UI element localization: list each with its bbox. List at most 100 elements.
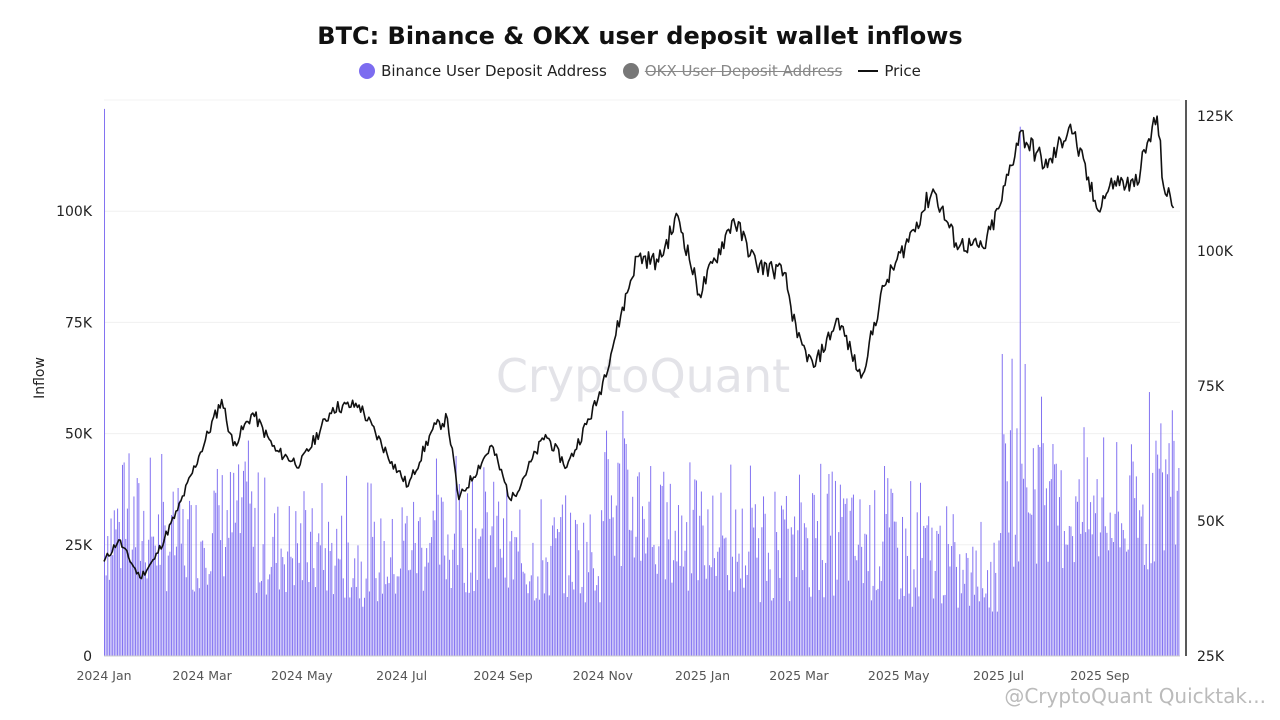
inflow-bar [470,572,472,656]
inflow-bar [396,576,398,656]
inflow-bar [1099,532,1101,656]
inflow-bar [872,585,874,656]
inflow-bar [264,477,266,656]
inflow-bar [882,541,884,656]
inflow-bar [175,546,177,656]
inflow-bar [959,554,961,656]
inflow-bar [905,528,907,656]
legend-item-okx[interactable]: OKX User Deposit Address [622,62,842,80]
inflow-bar [488,578,490,656]
okx-swatch-icon [622,63,639,79]
inflow-bar [154,545,156,656]
inflow-bar [332,594,334,656]
inflow-bar [990,561,992,656]
inflow-bar [362,606,364,656]
inflow-bar [1112,542,1114,656]
inflow-bar [753,527,755,656]
inflow-bar [1096,479,1098,656]
inflow-bar [584,602,586,656]
inflow-bar [545,557,547,656]
inflow-bar [705,578,707,656]
inflow-bar [628,529,630,656]
inflow-bar [578,550,580,656]
inflow-bar [875,590,877,656]
inflow-bar [576,524,578,656]
inflow-bar [772,598,774,656]
inflow-bar [928,516,930,656]
x-tick-label: 2024 Sep [473,668,532,683]
inflow-bar [781,505,783,656]
inflow-bar [489,535,491,656]
inflow-bar [417,521,419,656]
inflow-bar [951,545,953,656]
inflow-bar [251,491,253,656]
inflow-bar [107,536,109,656]
inflow-bar [617,462,619,656]
y2-tick-label: 75K [1197,379,1225,395]
inflow-bar [651,547,653,656]
inflow-bar [568,575,570,656]
inflow-bar [421,547,423,656]
inflow-bar [1127,549,1129,656]
inflow-bar [148,539,150,656]
inflow-bar [646,537,648,656]
inflow-bar [440,497,442,656]
x-tick-label: 2024 Jul [376,668,427,683]
y-tick-label: 25K [65,538,93,554]
inflow-bar [174,555,176,656]
inflow-bar [754,504,756,656]
inflow-bar [830,535,832,656]
inflow-bar [731,556,733,656]
inflow-bar [828,474,830,656]
inflow-bar [462,547,464,656]
inflow-bar [738,553,740,656]
inflow-bar [857,544,859,656]
inflow-bar [391,518,393,656]
inflow-bar [164,525,166,656]
inflow-bar [1126,551,1128,656]
inflow-bar [331,542,333,656]
inflow-bar [820,463,822,656]
inflow-bar [161,453,163,656]
inflow-bar [244,461,246,656]
inflow-bar [988,607,990,656]
inflow-bar [602,521,604,656]
inflow-bar [553,517,555,656]
inflow-bar [877,588,879,656]
inflow-bar [138,483,140,656]
inflow-bar [427,562,429,656]
inflow-bar [808,587,810,656]
inflow-bar [895,521,897,656]
inflow-bar [789,601,791,656]
inflow-bar [522,571,524,656]
inflow-bar [702,525,704,656]
inflow-bar [627,469,629,656]
inflow-bar [656,573,658,656]
inflow-bar [398,576,400,656]
inflow-bar [347,542,349,656]
inflow-bar [1135,476,1137,656]
inflow-bar [346,475,348,656]
inflow-bar [870,600,872,656]
legend-item-price[interactable]: Price [858,62,921,80]
inflow-bar [982,588,984,656]
inflow-bar [352,578,354,656]
inflow-bar [542,560,544,656]
inflow-bar [179,500,181,656]
inflow-bar [821,560,823,656]
inflow-bar [449,559,451,656]
inflow-bar [1101,497,1103,656]
inflow-bar [444,555,446,656]
inflow-bar [406,515,408,656]
inflow-bar [229,471,231,656]
inflow-bar [1080,533,1082,656]
axes: 0 25K 50K 75K 100K 25K 50K 75K 100K 125K 2024 Jan 2… [56,100,1234,683]
inflow-bar [622,410,624,656]
inflow-bar [234,522,236,656]
inflow-bar [944,594,946,656]
inflow-bar [318,533,320,656]
legend-item-binance[interactable]: Binance User Deposit Address [359,62,607,80]
inflow-bar [202,540,204,656]
inflow-bar [323,569,325,656]
legend: Binance User Deposit Address OKX User De… [0,62,1280,80]
